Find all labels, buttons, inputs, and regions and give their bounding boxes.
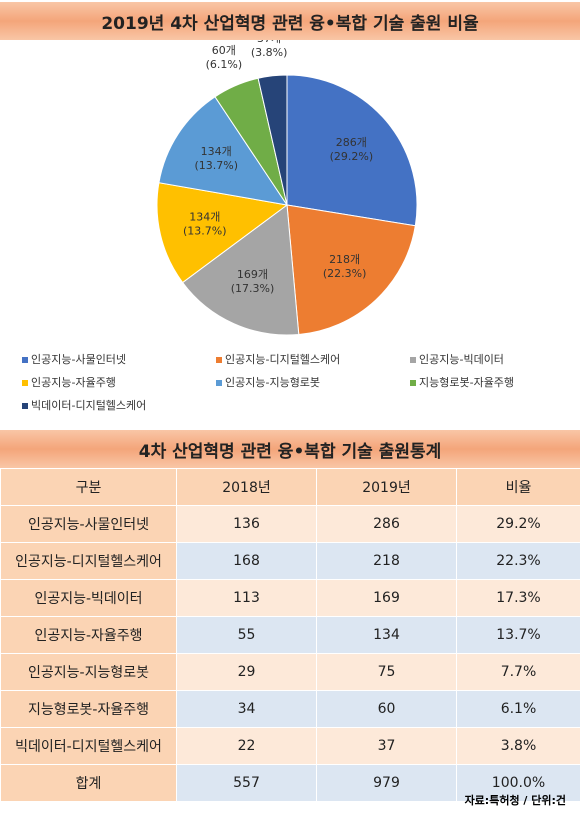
table-cell: 113 xyxy=(176,579,317,617)
table-row: 인공지능-빅데이터 113 169 17.3% xyxy=(0,579,580,617)
legend-swatch xyxy=(22,403,28,409)
table-cell: 인공지능-지능형로봇 xyxy=(0,653,177,691)
table-cell: 3.8% xyxy=(456,727,580,765)
table-cell: 22.3% xyxy=(456,542,580,580)
pie-slice xyxy=(158,96,289,206)
table-cell: 134 xyxy=(316,616,457,654)
legend-label: 인공지능-디지털헬스케어 xyxy=(225,353,340,366)
legend-swatch xyxy=(410,380,416,386)
legend-label: 지능형로봇-자율주행 xyxy=(419,376,514,389)
table-cell: 2018년 xyxy=(176,468,317,506)
table-row: 합계 557 979 100.0% xyxy=(0,764,580,802)
table-cell: 136 xyxy=(176,505,317,543)
legend-label: 인공지능-사물인터넷 xyxy=(31,353,126,366)
slice-percent-label: (3.8%) xyxy=(251,46,288,59)
slice-count-label: 60개 xyxy=(212,44,236,57)
table-row: 인공지능-디지털헬스케어 168 218 22.3% xyxy=(0,542,580,580)
table-cell: 인공지능-자율주행 xyxy=(0,616,177,654)
slice-percent-label: (29.2%) xyxy=(330,150,374,163)
legend-swatch xyxy=(216,380,222,386)
table-cell: 인공지능-사물인터넷 xyxy=(0,505,177,543)
slice-count-label: 218개 xyxy=(329,253,360,266)
table-row: 인공지능-자율주행 55 134 13.7% xyxy=(0,616,580,654)
pie-slice xyxy=(181,204,300,336)
stats-table: 구분 2018년 2019년 비율 인공지능-사물인터넷 136 286 29.2% 인공지능-… xyxy=(0,468,580,802)
table-row: 인공지능-지능형로봇 29 75 7.7% xyxy=(0,653,580,691)
table-cell: 34 xyxy=(176,690,317,728)
table-row: 지능형로봇-자율주행 34 60 6.1% xyxy=(0,690,580,728)
table-cell: 168 xyxy=(176,542,317,580)
table-cell: 286 xyxy=(316,505,457,543)
table-cell: 75 xyxy=(316,653,457,691)
slice-percent-label: (13.7%) xyxy=(194,159,238,172)
table-cell: 55 xyxy=(176,616,317,654)
table-cell: 2019년 xyxy=(316,468,457,506)
table-cell: 인공지능-빅데이터 xyxy=(0,579,177,617)
header-row: 구분 2018년 2019년 비율 xyxy=(0,468,580,506)
slice-count-label: 169개 xyxy=(237,268,268,281)
slice-count-label: 134개 xyxy=(189,211,220,224)
pie-chart: 286개(29.2%)218개(22.3%)169개(17.3%)134개(13… xyxy=(22,40,514,412)
table-row: 빅데이터-디지털헬스케어 22 37 3.8% xyxy=(0,727,580,765)
table-cell: 7.7% xyxy=(456,653,580,691)
table-cell: 13.7% xyxy=(456,616,580,654)
legend-label: 인공지능-빅데이터 xyxy=(419,353,504,366)
table-cell: 557 xyxy=(176,764,317,802)
table-cell: 100.0% xyxy=(456,764,580,802)
pie-slice xyxy=(156,182,289,284)
slice-percent-label: (17.3%) xyxy=(231,282,275,295)
table-cell: 37 xyxy=(316,727,457,765)
table-cell: 169 xyxy=(316,579,457,617)
table-cell: 비율 xyxy=(456,468,580,506)
table-cell: 17.3% xyxy=(456,579,580,617)
pie-slice xyxy=(257,74,288,206)
table-cell: 218 xyxy=(316,542,457,580)
table-cell: 지능형로봇-자율주행 xyxy=(0,690,177,728)
legend-label: 빅데이터-디지털헬스케어 xyxy=(31,399,146,412)
table-title: 4차 산업혁명 관련 융•복합 기술 출원통계 xyxy=(0,430,580,468)
table-cell: 979 xyxy=(316,764,457,802)
table-cell: 합계 xyxy=(0,764,177,802)
slice-count-label: 286개 xyxy=(336,136,367,149)
table-cell: 22 xyxy=(176,727,317,765)
legend-swatch xyxy=(22,380,28,386)
slice-percent-label: (22.3%) xyxy=(323,267,367,280)
table-cell: 구분 xyxy=(0,468,177,506)
table-cell: 60 xyxy=(316,690,457,728)
source-note: 자료:특허청 / 단위:건 xyxy=(464,794,566,807)
table-cell: 인공지능-디지털헬스케어 xyxy=(0,542,177,580)
slice-count-label: 134개 xyxy=(201,145,232,158)
legend-label: 인공지능-자율주행 xyxy=(31,376,116,389)
slice-percent-label: (13.7%) xyxy=(183,225,227,238)
table-cell: 빅데이터-디지털헬스케어 xyxy=(0,727,177,765)
table-cell: 29.2% xyxy=(456,505,580,543)
pie-title: 2019년 4차 산업혁명 관련 융•복합 기술 출원 비율 xyxy=(0,2,580,40)
legend-swatch xyxy=(22,357,28,363)
pie-slice xyxy=(286,204,416,336)
slice-count-label: 37개 xyxy=(257,40,281,45)
legend-label: 인공지능-지능형로봇 xyxy=(225,376,320,389)
table-row: 인공지능-사물인터넷 136 286 29.2% xyxy=(0,505,580,543)
legend-swatch xyxy=(216,357,222,363)
legend-swatch xyxy=(410,357,416,363)
pie-slice xyxy=(286,74,418,227)
slice-percent-label: (6.1%) xyxy=(206,58,243,71)
table-cell: 29 xyxy=(176,653,317,691)
table-cell: 6.1% xyxy=(456,690,580,728)
